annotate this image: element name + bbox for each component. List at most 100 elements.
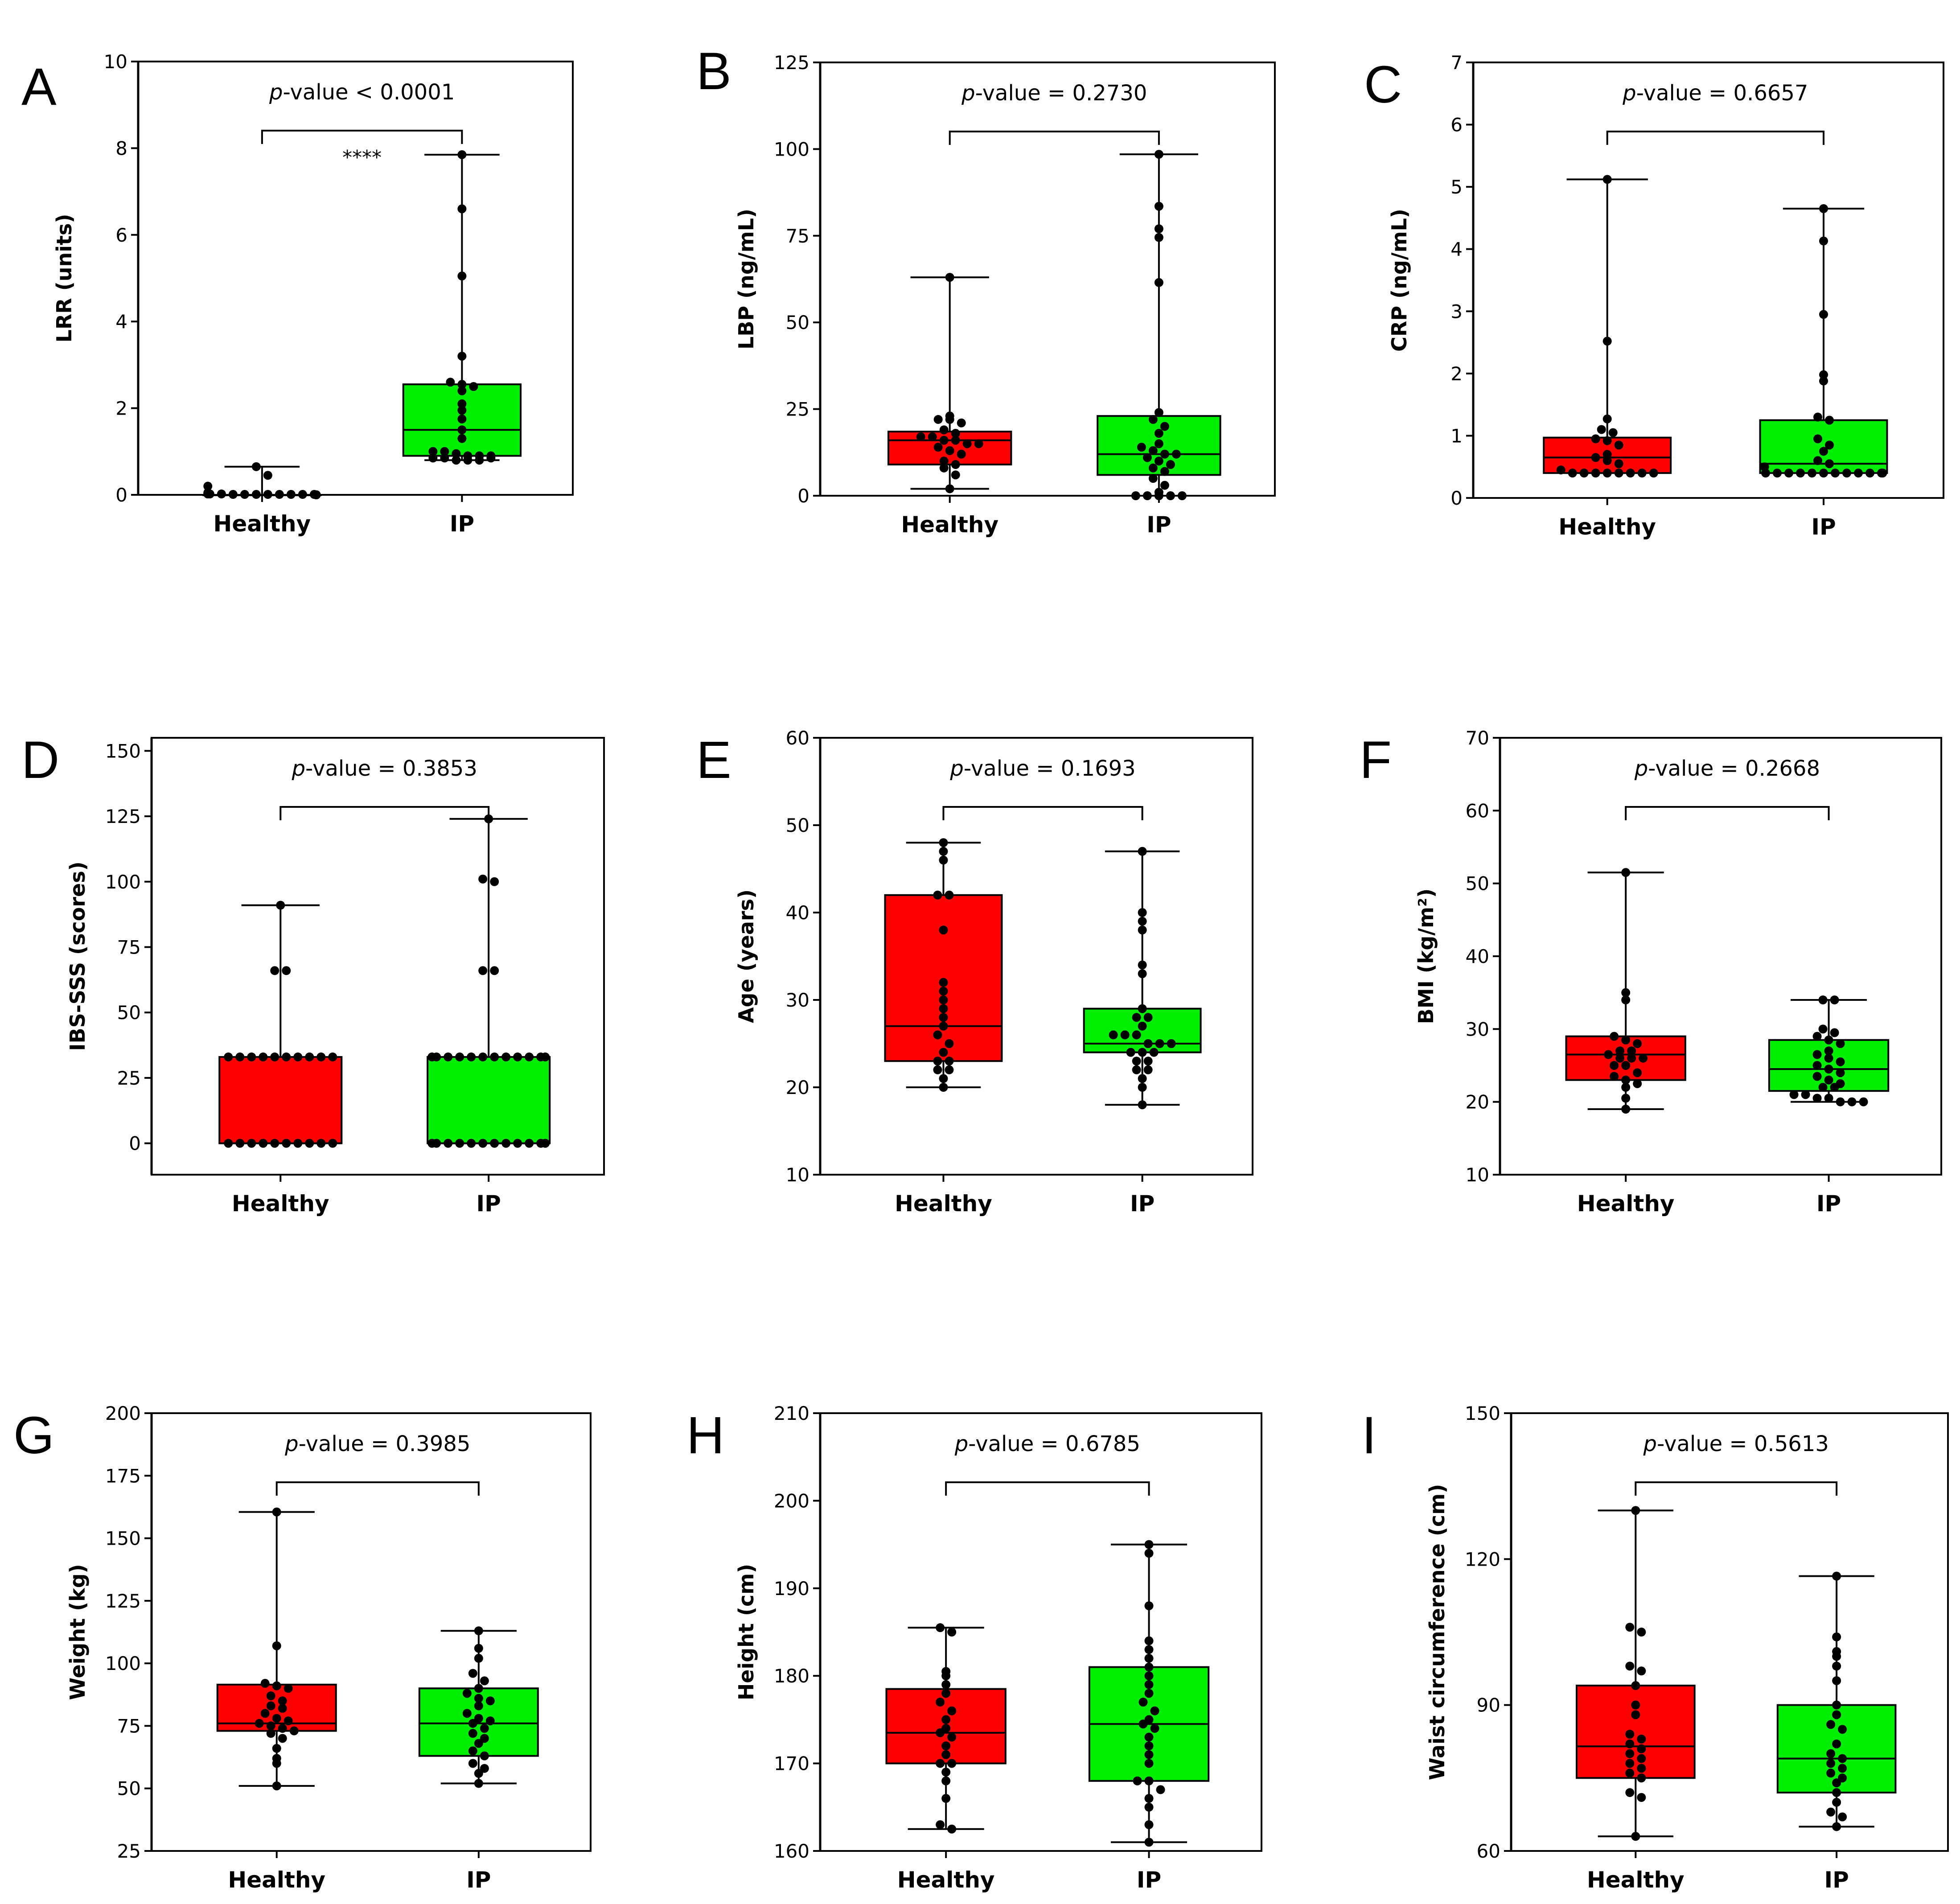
data-point — [278, 1734, 287, 1743]
data-point — [474, 1714, 483, 1723]
y-axis-label: CRP (ng/mL) — [1387, 209, 1411, 352]
y-tick-label: 50 — [786, 312, 809, 333]
data-point — [490, 877, 499, 886]
y-tick-label: 2 — [115, 398, 127, 419]
data-point — [951, 429, 960, 438]
data-point — [457, 434, 467, 443]
y-tick-label: 125 — [105, 1590, 141, 1612]
data-point — [1824, 1046, 1833, 1056]
y-tick-label: 25 — [117, 1067, 141, 1089]
data-point — [1824, 1065, 1833, 1074]
y-axis-label: BMI (kg/m²) — [1414, 888, 1438, 1024]
data-point — [933, 415, 943, 424]
data-point — [272, 1744, 281, 1753]
x-category-label: Healthy — [228, 1867, 325, 1893]
data-point — [462, 1689, 472, 1698]
p-value-italic: p — [269, 80, 283, 105]
data-point — [428, 447, 438, 456]
y-axis-label: Weight (kg) — [66, 1564, 90, 1700]
data-point — [485, 1696, 495, 1706]
data-point — [474, 1684, 483, 1693]
data-point — [263, 471, 272, 480]
significance-bracket — [1606, 131, 1824, 145]
p-value-label: p-value = 0.3853 — [292, 756, 477, 781]
data-point — [1154, 408, 1163, 417]
data-point — [1597, 425, 1606, 434]
data-point — [1637, 1793, 1646, 1802]
y-tick-label: 60 — [786, 727, 809, 749]
y-tick-label: 10 — [1466, 1164, 1489, 1186]
p-value-italic: p — [1643, 1431, 1657, 1456]
data-point — [478, 874, 488, 884]
box-ip — [1759, 204, 1888, 478]
data-point — [1614, 469, 1623, 478]
data-point — [474, 1701, 483, 1711]
data-point — [1603, 450, 1612, 459]
p-value-text: -value = 0.3985 — [299, 1431, 471, 1456]
panel-b: B 0 25 50 75 100 125 LBP (ng/mL) Healthy IP p-valu… — [696, 42, 1276, 538]
data-point — [474, 1626, 483, 1636]
data-point — [1819, 310, 1828, 319]
data-point — [1639, 1053, 1648, 1063]
data-point — [485, 1716, 495, 1726]
data-point — [490, 1052, 499, 1061]
significance-bracket — [261, 130, 463, 144]
data-point — [278, 1696, 287, 1706]
box-ip — [1776, 1571, 1897, 1831]
x-category-label: IP — [466, 1867, 491, 1893]
data-point — [947, 1759, 957, 1768]
data-point — [1615, 1053, 1625, 1063]
data-point — [284, 1716, 293, 1726]
data-point — [1621, 1075, 1631, 1085]
data-point — [947, 1732, 957, 1742]
data-point — [1830, 1028, 1839, 1037]
data-point — [933, 1065, 942, 1074]
y-tick-label: 0 — [129, 1133, 141, 1155]
x-category-label: Healthy — [897, 1867, 995, 1893]
data-point — [272, 1714, 281, 1723]
panel-h: H 160 170 180 190 200 210 Height (cm) Healthy IP p… — [686, 1402, 1262, 1893]
data-point — [1591, 453, 1600, 462]
p-value-label: p-value = 0.2730 — [961, 81, 1147, 106]
data-point — [1144, 1601, 1154, 1611]
x-category-label: IP — [1824, 1867, 1849, 1893]
data-point — [1154, 224, 1163, 234]
data-point — [941, 1671, 951, 1681]
data-point — [1143, 1039, 1153, 1048]
data-point — [1148, 446, 1158, 455]
data-point — [1138, 1004, 1147, 1013]
panel-f: F 10 20 30 40 50 60 70 BMI (kg/m²) Healthy IP p-val… — [1360, 727, 1942, 1217]
data-point — [1832, 1632, 1841, 1641]
data-point — [939, 855, 948, 865]
y-tick-label: 6 — [115, 224, 127, 246]
x-category-label: Healthy — [214, 511, 311, 537]
data-point — [936, 1623, 945, 1633]
data-point — [1824, 1075, 1833, 1085]
data-point — [475, 456, 484, 465]
y-tick-label: 5 — [1450, 176, 1463, 198]
data-point — [270, 1052, 279, 1061]
plot-frame — [1499, 737, 1942, 1176]
data-point — [247, 1052, 256, 1061]
y-tick-label: 160 — [774, 1840, 809, 1862]
data-point — [1631, 1506, 1640, 1515]
data-point — [1144, 1838, 1154, 1847]
data-point — [933, 1030, 942, 1040]
iqr-box — [1776, 1704, 1897, 1794]
data-point — [251, 490, 261, 499]
data-point — [1615, 1046, 1625, 1056]
data-point — [1637, 1744, 1646, 1753]
data-point — [941, 1768, 951, 1777]
data-point — [259, 1139, 268, 1148]
data-point — [1807, 469, 1816, 478]
y-tick-label: 25 — [786, 399, 809, 420]
data-point — [1818, 1083, 1828, 1092]
data-point — [939, 1048, 948, 1057]
y-tick-label: 200 — [105, 1402, 141, 1424]
y-tick-label: 100 — [105, 871, 141, 893]
panel-letter: C — [1364, 55, 1402, 114]
data-point — [1603, 337, 1612, 346]
data-point — [939, 463, 949, 473]
data-point — [945, 1065, 954, 1074]
data-point — [1138, 1083, 1147, 1092]
